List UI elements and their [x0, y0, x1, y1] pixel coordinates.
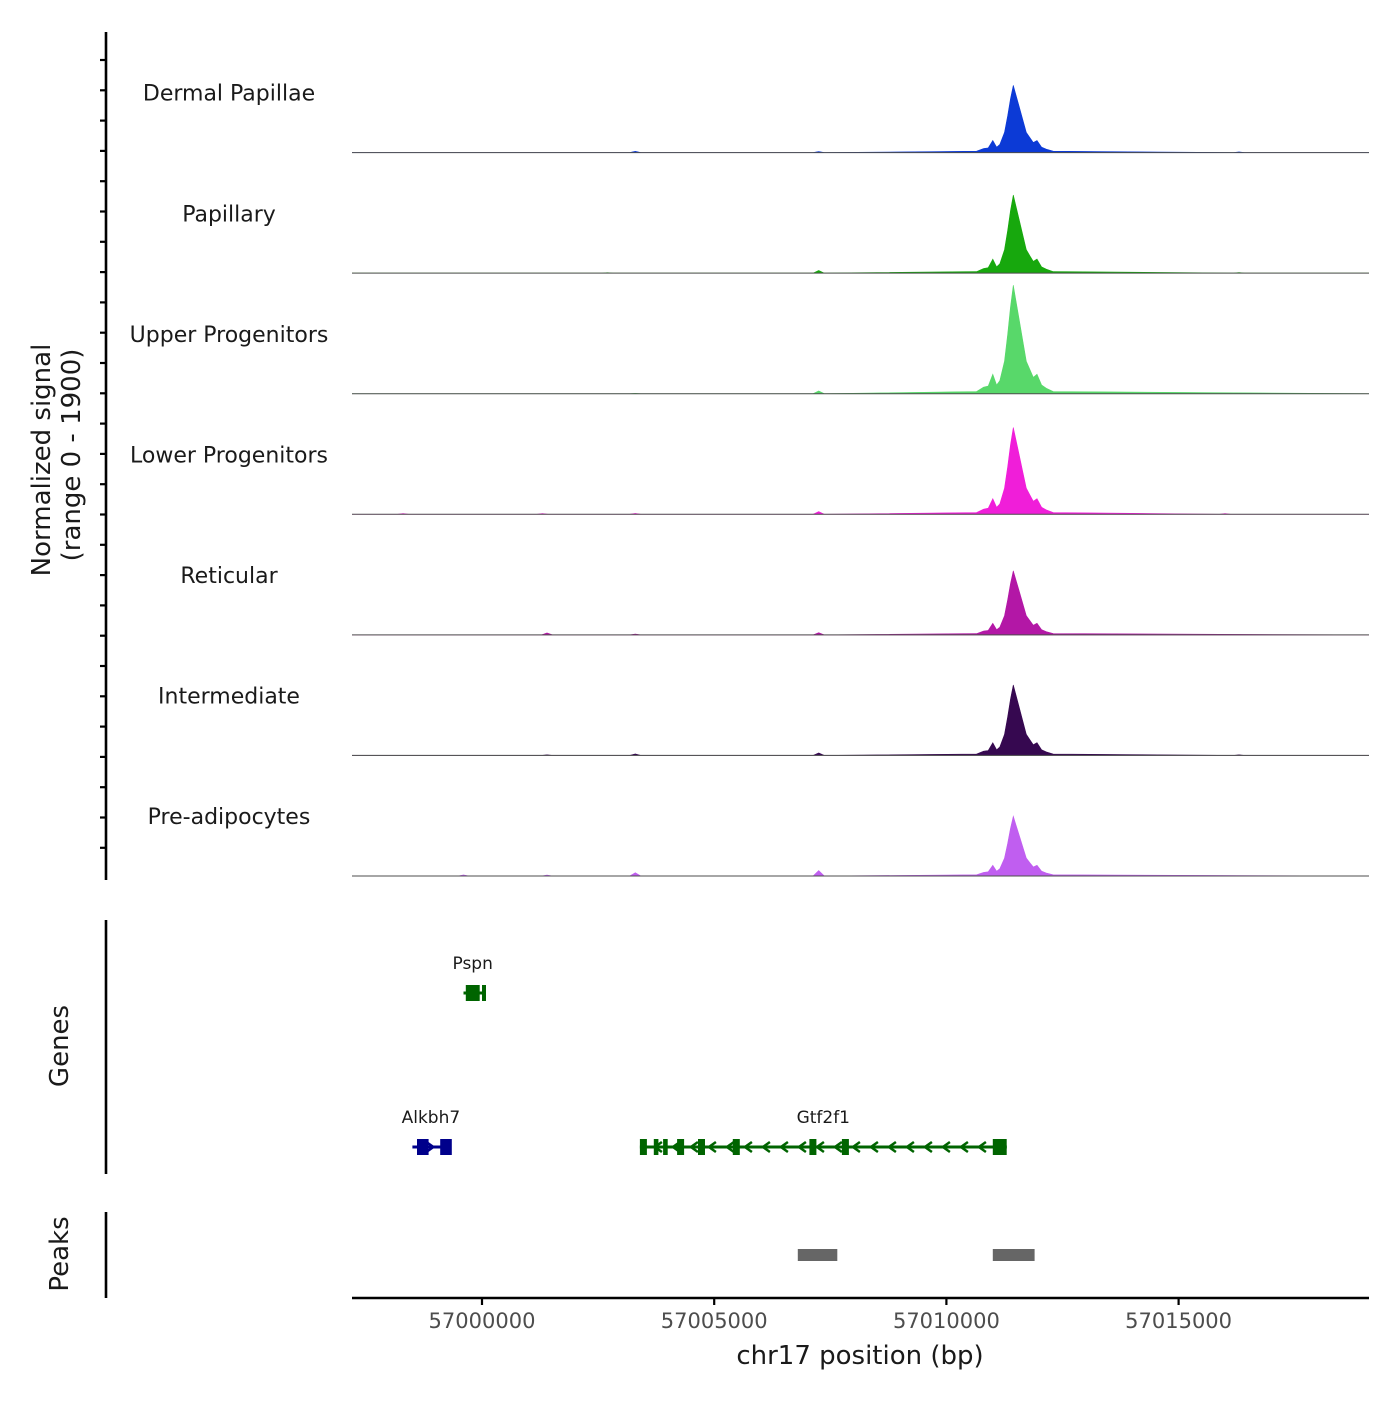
gene-exon — [440, 1139, 452, 1155]
gene-exon — [639, 1139, 647, 1155]
gene-label: Pspn — [453, 954, 493, 974]
track-papillary: Papillary — [182, 194, 1369, 274]
peak-region — [797, 1249, 838, 1261]
strand-chevron — [742, 1140, 753, 1154]
gene-exon — [992, 1139, 1007, 1155]
coverage-area — [352, 684, 1369, 756]
strand-chevron — [778, 1140, 789, 1154]
genes-track-title: Genes — [45, 1005, 75, 1087]
track-label: Papillary — [182, 202, 276, 227]
x-tick-label: 57010000 — [893, 1309, 1000, 1333]
gene-exon — [698, 1139, 705, 1155]
strand-chevron — [958, 1140, 969, 1154]
track-pre-adipocytes: Pre-adipocytes — [148, 805, 1370, 877]
strand-chevron — [850, 1140, 861, 1154]
x-tick-label: 57005000 — [661, 1309, 768, 1333]
gene-label: Gtf2f1 — [797, 1108, 850, 1128]
track-intermediate: Intermediate — [158, 685, 1369, 756]
coverage-area — [352, 427, 1369, 515]
gene-exon — [841, 1139, 849, 1155]
strand-chevron — [760, 1140, 771, 1154]
signal-y-title-line2: (range 0 - 1900) — [57, 349, 87, 562]
gene-exon — [663, 1139, 668, 1155]
strand-chevron — [976, 1140, 987, 1154]
track-label: Dermal Papillae — [143, 82, 315, 107]
gene-exon — [482, 985, 486, 1001]
track-lower-progenitors: Lower Progenitors — [130, 427, 1369, 515]
track-label: Lower Progenitors — [130, 443, 328, 468]
track-label: Upper Progenitors — [130, 323, 329, 348]
strand-chevron — [886, 1140, 897, 1154]
strand-chevron — [940, 1140, 951, 1154]
track-label: Intermediate — [158, 685, 300, 710]
gene-exon — [732, 1139, 740, 1155]
coverage-area — [352, 285, 1370, 395]
gene-alkbh7: Alkbh7 — [402, 1108, 461, 1155]
signal-y-title-line1: Normalized signal — [27, 344, 57, 577]
strand-chevron — [688, 1140, 699, 1154]
x-axis-title: chr17 position (bp) — [736, 1341, 983, 1371]
coverage-area — [352, 570, 1370, 636]
strand-chevron — [724, 1140, 735, 1154]
coverage-area — [352, 815, 1370, 877]
strand-chevron — [796, 1140, 807, 1154]
signal-tracks: Dermal Papillae Papillary Upper Progenitor… — [130, 82, 1370, 877]
gene-exon — [677, 1139, 685, 1155]
signal-y-ticks — [100, 58, 106, 849]
x-tick-label: 57015000 — [1125, 1309, 1232, 1333]
track-upper-progenitors: Upper Progenitors — [130, 285, 1370, 395]
strand-chevron — [706, 1140, 717, 1154]
gene-exon — [809, 1139, 817, 1155]
strand-chevron — [814, 1140, 825, 1154]
gene-label: Alkbh7 — [402, 1108, 461, 1128]
gene-gtf2f1: Gtf2f1 — [639, 1108, 1007, 1155]
gene-exon — [417, 1139, 429, 1155]
strand-chevron — [922, 1140, 933, 1154]
x-tick-label: 57000000 — [429, 1309, 536, 1333]
gene-track: Pspn Alkbh7 Gtf2f1 — [402, 954, 1007, 1155]
strand-chevron — [832, 1140, 843, 1154]
gene-exon — [465, 985, 480, 1001]
gene-exon — [653, 1139, 659, 1155]
strand-chevron — [904, 1140, 915, 1154]
track-reticular: Reticular — [180, 564, 1370, 636]
coverage-area — [352, 85, 1369, 153]
strand-chevron — [425, 1140, 436, 1154]
track-dermal-papillae: Dermal Papillae — [143, 82, 1369, 154]
strand-chevron — [868, 1140, 879, 1154]
track-label: Reticular — [180, 564, 278, 589]
peak-region — [992, 1249, 1035, 1261]
track-label: Pre-adipocytes — [148, 805, 311, 830]
coverage-area — [352, 194, 1369, 274]
peaks-track-title: Peaks — [45, 1216, 75, 1291]
peak-track — [797, 1249, 1035, 1261]
gene-pspn: Pspn — [453, 954, 493, 1001]
x-axis-ticks: 57000000 57005000 57010000 57015000 — [429, 1298, 1232, 1333]
